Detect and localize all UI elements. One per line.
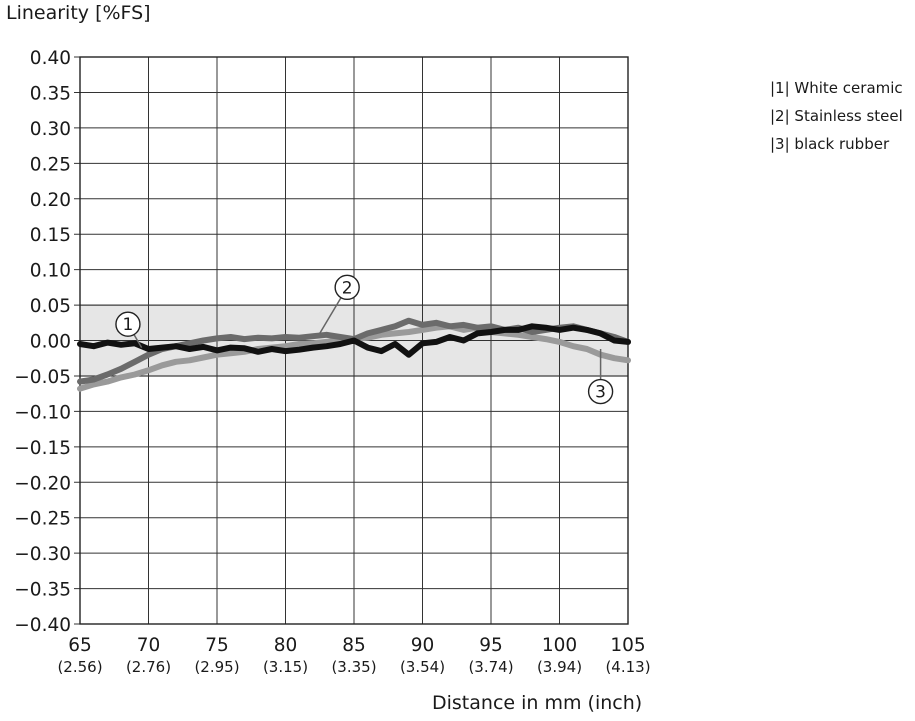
legend-item-3: |3| black rubber (770, 135, 890, 153)
y-tick-label: 0.35 (30, 83, 71, 104)
y-tick-label: −0.10 (14, 402, 71, 423)
y-tick-label: −0.30 (14, 544, 71, 565)
x-tick-sublabel: (3.94) (537, 658, 582, 676)
x-tick-label: 80 (274, 635, 298, 656)
y-tick-label: −0.35 (14, 580, 71, 601)
y-axis-title: Linearity [%FS] (6, 2, 151, 24)
legend-item-2: |2| Stainless steel (770, 107, 903, 125)
marker-circle-2 (334, 274, 360, 301)
x-tick-label: 75 (205, 635, 229, 656)
marker-circle-1 (115, 311, 141, 337)
y-tick-label: −0.15 (14, 438, 71, 459)
x-tick-sublabel: (3.35) (331, 658, 376, 676)
y-tick-label: 0.00 (30, 332, 71, 353)
y-tick-label: −0.25 (14, 509, 71, 530)
legend-item-1: |1| White ceramic (770, 79, 903, 97)
x-tick-label: 65 (68, 635, 92, 656)
x-tick-sublabel: (2.95) (194, 658, 239, 676)
y-tick-label: −0.40 (14, 615, 71, 636)
marker-label-1: 1 (123, 315, 134, 335)
marker-circle-3 (587, 378, 614, 405)
x-tick-label: 105 (610, 635, 645, 656)
x-tick-sublabel: (3.54) (400, 658, 445, 676)
y-tick-label: 0.20 (30, 190, 71, 211)
y-tick-label: 0.30 (30, 119, 71, 140)
x-tick-sublabel: (4.13) (605, 658, 650, 676)
y-tick-label: 0.25 (30, 154, 71, 175)
marker-label-3: 3 (595, 383, 606, 403)
y-tick-label: 0.05 (30, 296, 71, 317)
y-tick-label: −0.20 (14, 473, 71, 494)
y-tick-label: 0.10 (30, 261, 71, 282)
x-tick-sublabel: (2.76) (126, 658, 171, 676)
x-axis-title: Distance in mm (inch) (432, 692, 643, 714)
marker-label-2: 2 (342, 278, 353, 298)
series-line-1 (77, 323, 631, 358)
x-tick-sublabel: (3.74) (468, 658, 513, 676)
x-tick-sublabel: (3.15) (263, 658, 308, 676)
x-tick-label: 95 (479, 635, 503, 656)
y-tick-label: −0.05 (14, 367, 71, 388)
legend: |1| White ceramic |2| Stainless steel |3… (770, 74, 903, 158)
x-tick-sublabel: (2.56) (57, 658, 102, 676)
x-tick-label: 100 (542, 635, 577, 656)
x-tick-label: 85 (342, 635, 366, 656)
y-tick-label: 0.40 (30, 48, 71, 69)
x-tick-label: 70 (137, 635, 161, 656)
y-tick-label: 0.15 (30, 225, 71, 246)
x-tick-label: 90 (411, 635, 435, 656)
